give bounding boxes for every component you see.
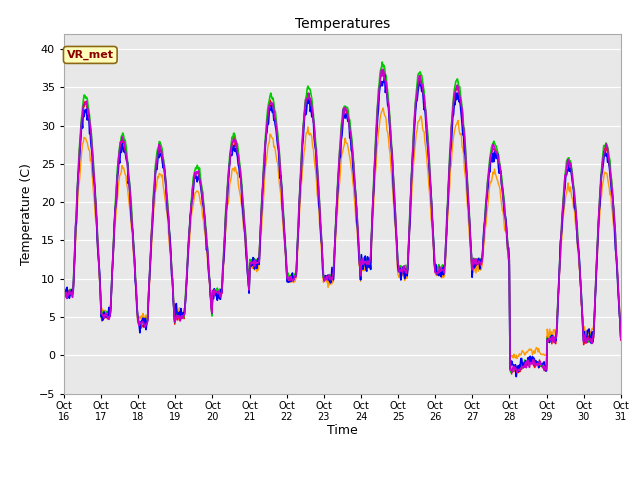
Panel T xyxy=(184,256,192,262)
Old Ref Temp xyxy=(60,290,68,296)
CNR1 PRT xyxy=(70,266,78,272)
Line: CNR1 PRT: CNR1 PRT xyxy=(64,69,621,372)
Panel T xyxy=(70,271,78,277)
Legend: Panel T, Old Ref Temp, AM25T Ref, HMP45 T, CNR1 PRT: Panel T, Old Ref Temp, AM25T Ref, HMP45 … xyxy=(109,477,576,480)
AM25T Ref xyxy=(70,260,78,265)
Line: HMP45 T: HMP45 T xyxy=(64,74,621,377)
AM25T Ref xyxy=(617,335,625,340)
HMP45 T xyxy=(411,120,419,126)
Y-axis label: Temperature (C): Temperature (C) xyxy=(20,163,33,264)
Old Ref Temp xyxy=(617,327,625,333)
Text: VR_met: VR_met xyxy=(67,50,114,60)
Panel T xyxy=(508,371,515,377)
CNR1 PRT xyxy=(127,210,135,216)
Old Ref Temp xyxy=(70,275,78,280)
Line: Old Ref Temp: Old Ref Temp xyxy=(64,108,621,359)
AM25T Ref xyxy=(184,250,192,256)
CNR1 PRT xyxy=(380,66,387,72)
Old Ref Temp xyxy=(380,105,387,111)
Panel T xyxy=(428,190,435,196)
HMP45 T xyxy=(428,191,435,196)
Old Ref Temp xyxy=(184,254,192,260)
CNR1 PRT xyxy=(214,290,221,296)
HMP45 T xyxy=(60,295,68,300)
CNR1 PRT xyxy=(184,252,192,257)
Old Ref Temp xyxy=(513,356,521,361)
HMP45 T xyxy=(127,217,135,223)
Panel T xyxy=(214,291,221,297)
HMP45 T xyxy=(513,374,520,380)
AM25T Ref xyxy=(378,59,386,65)
Panel T xyxy=(617,337,625,343)
Line: Panel T: Panel T xyxy=(64,71,621,374)
CNR1 PRT xyxy=(60,295,68,300)
CNR1 PRT xyxy=(617,337,625,343)
Old Ref Temp xyxy=(411,145,419,151)
Title: Temperatures: Temperatures xyxy=(295,17,390,31)
Panel T xyxy=(127,209,135,215)
AM25T Ref xyxy=(214,285,221,291)
HMP45 T xyxy=(617,336,625,341)
AM25T Ref xyxy=(411,108,419,113)
Old Ref Temp xyxy=(214,292,221,298)
AM25T Ref xyxy=(127,203,135,208)
AM25T Ref xyxy=(428,192,435,198)
Old Ref Temp xyxy=(428,215,435,220)
AM25T Ref xyxy=(60,288,68,293)
Panel T xyxy=(411,113,419,119)
X-axis label: Time: Time xyxy=(327,423,358,436)
HMP45 T xyxy=(70,267,78,273)
Panel T xyxy=(380,68,388,73)
Panel T xyxy=(60,290,68,296)
CNR1 PRT xyxy=(428,194,435,200)
AM25T Ref xyxy=(513,371,520,377)
CNR1 PRT xyxy=(513,370,521,375)
HMP45 T xyxy=(381,72,388,77)
HMP45 T xyxy=(214,297,221,303)
Line: AM25T Ref: AM25T Ref xyxy=(64,62,621,374)
CNR1 PRT xyxy=(411,112,419,118)
Old Ref Temp xyxy=(127,225,135,230)
HMP45 T xyxy=(184,252,192,258)
